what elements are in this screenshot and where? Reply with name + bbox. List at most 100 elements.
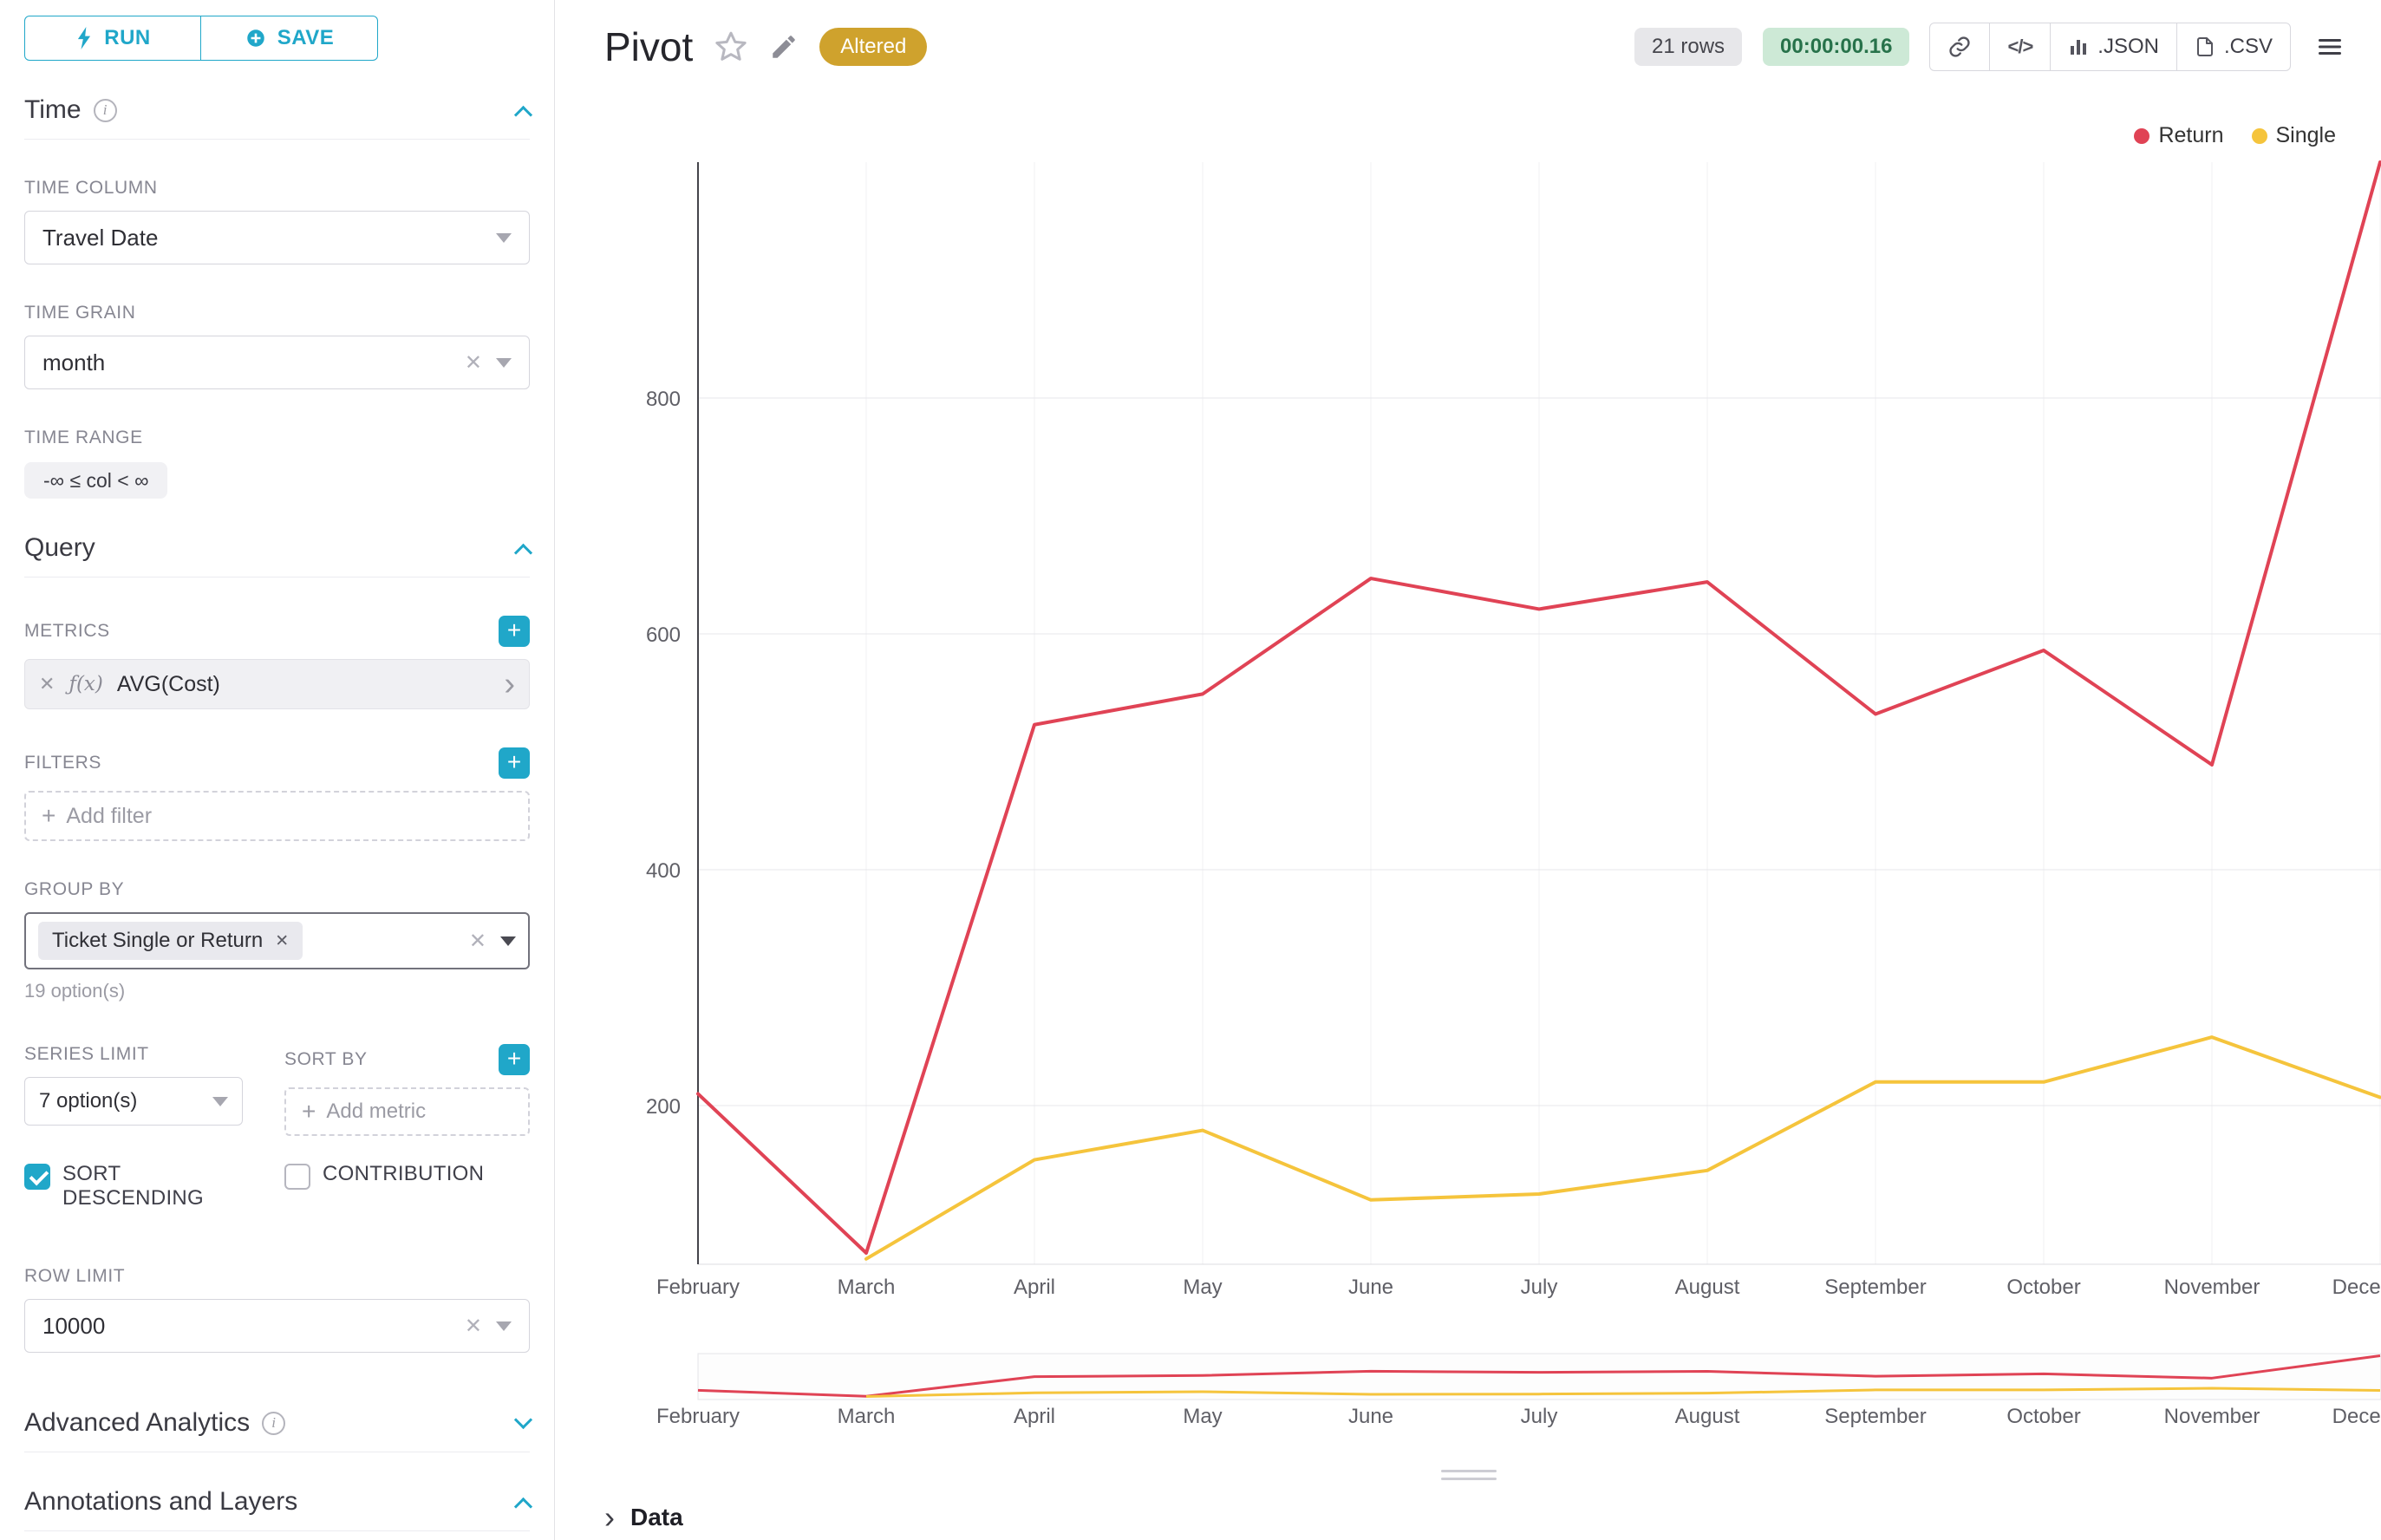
run-label: RUN (104, 26, 151, 49)
checkbox-checked-icon (24, 1164, 50, 1190)
sort-by-label: SORT BY (284, 1049, 368, 1069)
sort-descending-label: SORT DESCENDING (62, 1162, 205, 1210)
section-divider (24, 1530, 530, 1531)
chevron-down-icon (513, 1410, 533, 1429)
favorite-button[interactable] (714, 29, 748, 64)
options-hint: 19 option(s) (24, 980, 126, 1002)
sort-descending-checkbox[interactable]: SORT DESCENDING (24, 1162, 243, 1210)
series-limit-value: 7 option(s) (39, 1089, 138, 1113)
filters-label: FILTERS (24, 753, 101, 773)
save-label: SAVE (277, 26, 335, 49)
legend-item-single[interactable]: Single (2251, 123, 2337, 148)
caret-down-icon (496, 1321, 512, 1331)
chevron-up-icon (513, 105, 533, 124)
time-range-pill[interactable]: -∞ ≤ col < ∞ (24, 462, 168, 499)
svg-text:February: February (656, 1405, 740, 1428)
resize-handle[interactable] (1440, 1470, 1497, 1480)
legend-label: Single (2275, 123, 2337, 147)
tag-remove-icon[interactable]: ✕ (275, 931, 290, 950)
query-section-title: Query (24, 533, 95, 562)
add-filter-plus-button[interactable]: + (499, 747, 530, 779)
info-icon: i (93, 98, 117, 122)
svg-text:800: 800 (646, 388, 681, 411)
svg-text:September: September (1824, 1276, 1926, 1299)
plus-circle-icon (246, 29, 264, 47)
caret-down-icon (496, 357, 512, 368)
menu-button[interactable] (2317, 36, 2343, 58)
group-by-tag[interactable]: Ticket Single or Return ✕ (38, 922, 303, 960)
svg-text:December: December (2332, 1405, 2381, 1428)
svg-text:May: May (1183, 1405, 1222, 1428)
svg-text:October: October (2006, 1405, 2080, 1428)
info-icon: i (262, 1411, 286, 1435)
section-divider (24, 139, 530, 140)
time-range-label: TIME RANGE (24, 427, 143, 447)
data-panel-label: Data (630, 1504, 683, 1530)
time-section-title: Time (24, 95, 82, 124)
clear-icon[interactable]: ✕ (464, 350, 482, 375)
data-panel-toggle[interactable]: › Data (604, 1499, 683, 1535)
expand-chevron-icon: › (604, 1499, 615, 1535)
add-metric-plus-button[interactable]: + (499, 616, 530, 647)
series-limit-select[interactable]: 7 option(s) (24, 1077, 243, 1126)
chart-header: Pivot Altered 21 rows 00:00:00.16 </> .J… (604, 23, 2343, 71)
add-sort-plus-button[interactable]: + (499, 1044, 530, 1075)
altered-badge: Altered (819, 28, 928, 66)
edit-title-button[interactable] (769, 32, 799, 62)
svg-text:600: 600 (646, 623, 681, 647)
hamburger-menu-icon (2319, 39, 2341, 55)
svg-text:November: November (2164, 1405, 2260, 1428)
time-column-select[interactable]: Travel Date (24, 211, 530, 264)
contribution-checkbox[interactable]: CONTRIBUTION (284, 1162, 530, 1210)
add-filter-label: Add filter (66, 803, 153, 828)
export-csv-button[interactable]: .CSV (2176, 23, 2291, 71)
row-limit-select[interactable]: 10000 ✕ (24, 1299, 530, 1353)
export-json-button[interactable]: .JSON (2050, 23, 2177, 71)
checkbox-unchecked-icon (284, 1164, 310, 1190)
advanced-analytics-header[interactable]: Advanced Analytics i (24, 1408, 533, 1438)
link-icon (1949, 36, 1971, 57)
svg-text:August: August (1675, 1276, 1740, 1299)
svg-text:July: July (1521, 1405, 1558, 1428)
caret-down-icon (212, 1096, 228, 1106)
svg-text:June: June (1348, 1276, 1393, 1299)
share-link-button[interactable] (1929, 23, 1991, 71)
query-section-header[interactable]: Query (24, 533, 533, 563)
legend-dot-icon (2251, 127, 2267, 144)
svg-text:200: 200 (646, 1095, 681, 1119)
datazoom-brush[interactable]: February March April May June July August Septe… (656, 1353, 2381, 1428)
remove-metric-icon[interactable]: ✕ (39, 673, 55, 695)
add-metric-label: Add metric (326, 1100, 427, 1123)
row-limit-label: ROW LIMIT (24, 1266, 126, 1286)
chart-legend: Return Single (2134, 123, 2336, 148)
run-save-group: RUN SAVE (24, 16, 530, 61)
view-query-button[interactable]: </> (1989, 23, 2052, 71)
clear-icon[interactable]: ✕ (464, 1314, 482, 1338)
annotations-header[interactable]: Annotations and Layers (24, 1487, 533, 1517)
time-section-header[interactable]: Time i (24, 95, 533, 125)
time-column-label: TIME COLUMN (24, 178, 158, 198)
series-limit-label: SERIES LIMIT (24, 1044, 149, 1064)
bar-chart-icon (2071, 40, 2087, 55)
svg-text:March: March (838, 1405, 896, 1428)
legend-dot-icon (2134, 127, 2150, 144)
time-grain-select[interactable]: month ✕ (24, 336, 530, 389)
save-button[interactable]: SAVE (201, 16, 378, 61)
legend-item-return[interactable]: Return (2134, 123, 2224, 148)
svg-text:December: December (2332, 1276, 2381, 1299)
json-label: .JSON (2097, 35, 2159, 58)
metric-item[interactable]: ✕ ƒ(x) AVG(Cost) › (24, 659, 530, 709)
metrics-label: METRICS (24, 621, 110, 641)
file-icon (2196, 37, 2213, 56)
svg-text:April: April (1014, 1405, 1055, 1428)
run-button[interactable]: RUN (24, 16, 201, 61)
csv-label: .CSV (2223, 35, 2273, 58)
chart-title: Pivot (604, 24, 694, 69)
add-sort-metric-button[interactable]: + Add metric (284, 1087, 530, 1136)
add-filter-button[interactable]: + Add filter (24, 791, 530, 841)
pencil-icon (773, 36, 796, 58)
group-by-select[interactable]: Ticket Single or Return ✕ ✕ (24, 912, 530, 969)
advanced-analytics-title: Advanced Analytics (24, 1408, 251, 1437)
group-by-label: GROUP BY (24, 879, 125, 899)
clear-icon[interactable]: ✕ (468, 929, 486, 953)
